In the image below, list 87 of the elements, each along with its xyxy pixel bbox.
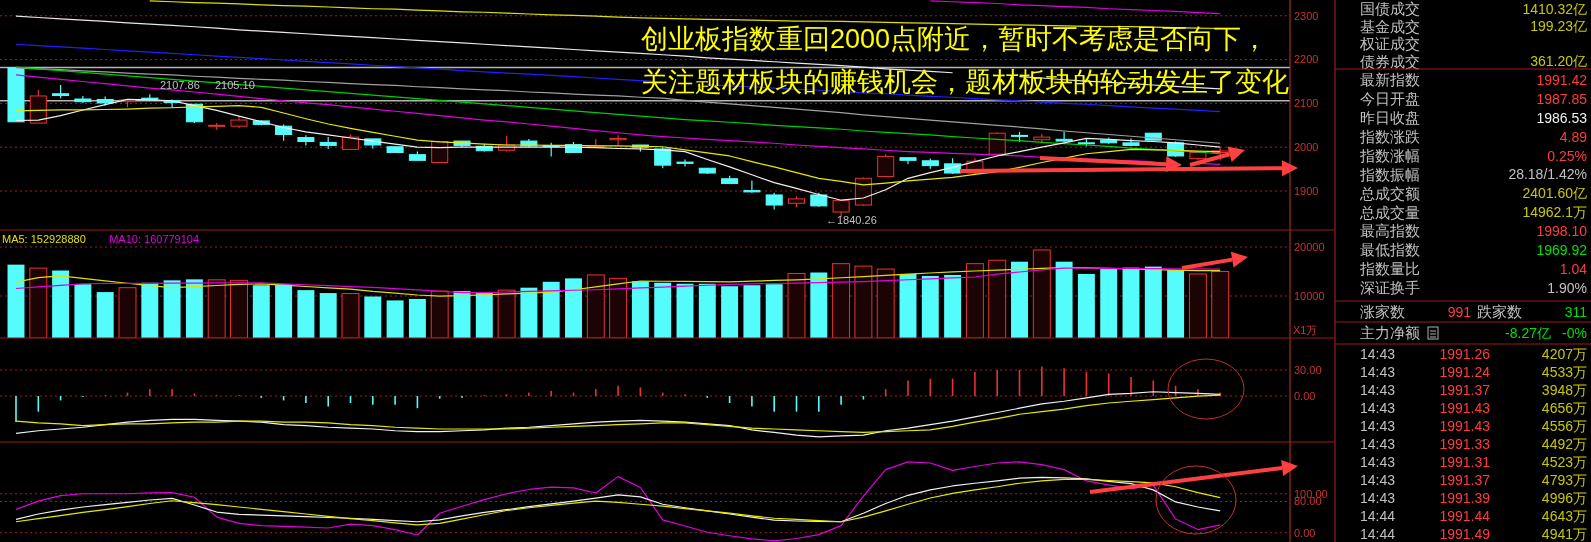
text: X1万 xyxy=(1293,324,1318,336)
text: 361.20亿 xyxy=(1530,53,1587,70)
category-label: 14:43 xyxy=(1360,399,1396,416)
category-label: 指数振幅 xyxy=(1359,165,1420,183)
text: MA5: 152928880 xyxy=(2,233,86,245)
data-label: 1991.31 xyxy=(1439,453,1491,470)
data-label: 4996万 xyxy=(1541,489,1587,506)
category-label: 国债成交 xyxy=(1360,0,1420,18)
data-label: 1991.33 xyxy=(1439,435,1491,452)
text: 1410.32亿 xyxy=(1522,0,1587,17)
data-label: 4656万 xyxy=(1541,399,1587,416)
text: 1991.42 xyxy=(1536,71,1587,88)
category-label: 昨日收盘 xyxy=(1360,109,1420,127)
text: MA10: 160779104 xyxy=(109,233,200,245)
data-label: 4533万 xyxy=(1541,363,1587,380)
text: 1987.85 xyxy=(1536,90,1587,107)
y-tick-label: 0.00 xyxy=(1294,389,1316,402)
data-label: 3948万 xyxy=(1541,381,1587,398)
text: 1.90% xyxy=(1547,279,1587,296)
text: -8.27亿 xyxy=(1505,324,1551,341)
category-label: 深证换手 xyxy=(1360,279,1420,297)
text: 991 xyxy=(1447,303,1471,320)
y-tick-label: 1900 xyxy=(1294,184,1319,197)
y-tick-label: 2300 xyxy=(1294,9,1319,22)
category-label: 14:43 xyxy=(1360,453,1396,470)
data-label: 4523万 xyxy=(1541,453,1587,470)
annotation: 2107.86 xyxy=(160,79,200,91)
category-label: 指数量比 xyxy=(1359,260,1420,278)
category-label: 14:43 xyxy=(1360,417,1396,434)
data-label: 1991.49 xyxy=(1439,525,1491,542)
data-label: 1991.24 xyxy=(1439,363,1491,380)
category-label: 14:44 xyxy=(1360,507,1396,524)
category-label: 债券成交 xyxy=(1360,52,1420,70)
category-label: 权证成交 xyxy=(1359,35,1420,53)
y-tick-label: 20000 xyxy=(1294,240,1325,253)
data-label: 1991.37 xyxy=(1439,471,1491,488)
category-label: 主力净额 xyxy=(1360,324,1420,342)
category-label: 涨家数 xyxy=(1360,303,1405,321)
text: 28.18/1.42% xyxy=(1508,166,1587,183)
category-label: 14:43 xyxy=(1360,471,1396,488)
data-label: 4207万 xyxy=(1541,345,1587,362)
text: 2401.60亿 xyxy=(1522,185,1587,202)
data-label: 1991.43 xyxy=(1439,417,1491,434)
y-tick-label: 2000 xyxy=(1294,141,1319,154)
text: 199.23亿 xyxy=(1530,18,1587,35)
text: 1969.92 xyxy=(1536,242,1587,258)
category-label: 14:43 xyxy=(1360,435,1396,452)
data-label: 4556万 xyxy=(1541,417,1587,434)
data-label: 1991.37 xyxy=(1439,381,1491,398)
category-label: 指数涨幅 xyxy=(1359,146,1420,164)
category-label: 总成交量 xyxy=(1359,203,1420,221)
data-label: 1991.39 xyxy=(1439,489,1491,506)
y-tick-label: 10000 xyxy=(1294,289,1325,302)
category-label: 14:43 xyxy=(1360,489,1396,506)
category-label: 14:43 xyxy=(1360,381,1396,398)
category-label: 指数涨跌 xyxy=(1359,127,1420,145)
annotation: ←1840.26 xyxy=(826,214,877,226)
category-label: 今日开盘 xyxy=(1360,90,1420,108)
text: -0% xyxy=(1562,324,1587,341)
y-tick-label: 30.00 xyxy=(1294,363,1322,376)
category-label: 最高指数 xyxy=(1360,222,1420,240)
data-label: 4793万 xyxy=(1541,471,1587,488)
category-label: 跌家数 xyxy=(1477,303,1522,321)
category-label: 基金成交 xyxy=(1360,17,1420,35)
category-label: 14:43 xyxy=(1360,363,1396,380)
text: 1998.10 xyxy=(1536,223,1587,240)
category-label: 14:43 xyxy=(1360,345,1396,362)
y-tick-label: 2200 xyxy=(1294,53,1319,66)
category-label: 最低指数 xyxy=(1360,241,1420,259)
data-label: 1991.43 xyxy=(1439,399,1491,416)
data-label: 1991.44 xyxy=(1439,507,1491,524)
category-label: 14:44 xyxy=(1360,525,1396,542)
text: 311 xyxy=(1564,303,1587,320)
text: 14962.1万 xyxy=(1522,204,1587,221)
category-label: 总成交额 xyxy=(1359,184,1420,202)
data-label: 4643万 xyxy=(1541,507,1587,524)
data-label: 1991.26 xyxy=(1439,345,1491,362)
text: 4.89 xyxy=(1559,128,1587,145)
text: 1.04 xyxy=(1559,260,1587,277)
text: 1986.53 xyxy=(1536,109,1587,126)
category-label: 最新指数 xyxy=(1360,71,1420,89)
annotation: 创业板指数重回2000点附近，暂时不考虑是否向下， xyxy=(641,24,1269,54)
y-tick-label: 0.00 xyxy=(1294,526,1316,539)
data-label: 4941万 xyxy=(1541,525,1587,542)
y-tick-label: 2100 xyxy=(1294,97,1319,110)
text: 0.25% xyxy=(1547,147,1587,164)
data-label: 4492万 xyxy=(1541,435,1587,452)
